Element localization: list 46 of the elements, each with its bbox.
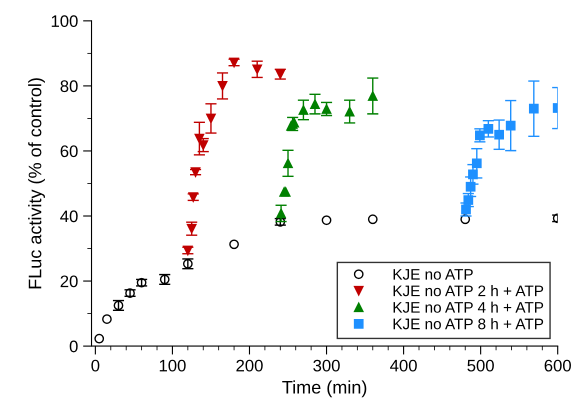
point [475, 130, 485, 140]
y-tick-label: 60 [60, 145, 78, 158]
point [310, 99, 320, 109]
point [229, 239, 239, 250]
point [252, 64, 262, 74]
point [461, 204, 471, 214]
point [460, 214, 470, 224]
point [218, 81, 228, 91]
point [368, 91, 378, 101]
y-axis-title: FLuc activity (% of control) [28, 78, 45, 288]
point [322, 104, 332, 114]
point [94, 334, 104, 344]
point [463, 195, 474, 205]
x-tick-label: 500 [467, 360, 494, 372]
point [472, 158, 482, 168]
point [506, 120, 516, 130]
point [466, 182, 476, 192]
point [206, 114, 216, 124]
point [276, 208, 286, 218]
legend-label: KJE no ATP 2 h + ATP [394, 285, 544, 296]
y-tick-label: 20 [60, 275, 78, 288]
point [344, 106, 355, 116]
point [322, 215, 332, 226]
point [102, 314, 112, 324]
x-tick-label: 300 [313, 360, 340, 372]
point [186, 224, 197, 234]
legend-label: KJE no ATP 4 h + ATP [394, 302, 544, 313]
legend-label: KJE no ATP [394, 269, 473, 280]
point [468, 170, 478, 180]
point [368, 214, 378, 224]
legend-label: KJE no ATP 8 h + ATP [394, 318, 544, 330]
point [528, 104, 539, 114]
y-tick-label: 100 [52, 15, 78, 28]
x-tick-label: 600 [544, 360, 571, 372]
y-tick-label: 40 [60, 210, 78, 222]
y-tick-label: 0 [70, 340, 78, 352]
x-tick-label: 0 [91, 360, 100, 372]
point [298, 105, 308, 115]
x-tick-label: 100 [160, 360, 186, 372]
point [494, 130, 504, 140]
x-tick-label: 200 [236, 360, 263, 372]
x-tick-label: 400 [390, 360, 417, 372]
point [483, 124, 494, 134]
point [283, 158, 293, 168]
y-tick-label: 80 [60, 80, 78, 92]
x-axis-title: Time (min) [282, 380, 366, 398]
